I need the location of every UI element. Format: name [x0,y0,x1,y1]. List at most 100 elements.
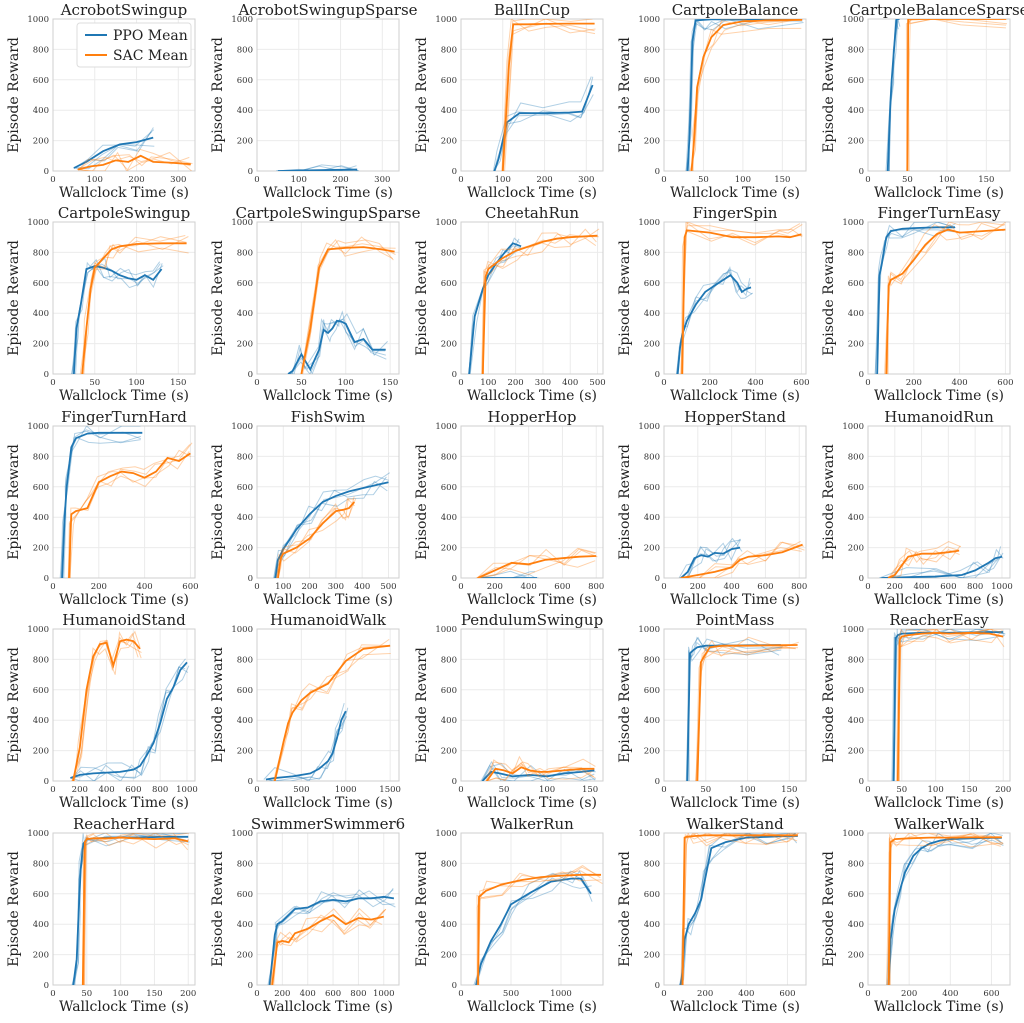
y-tick-label: 200 [33,544,49,554]
plot-area [474,866,603,985]
y-tick-label: 800 [237,859,253,869]
plot-frame [664,19,806,171]
ppo-mean-line [894,632,1004,781]
x-tick-label: 1000 [991,582,1013,592]
x-tick-label: 800 [791,582,807,592]
x-axis-label: Wallclock Time (s) [670,592,800,608]
x-tick-label: 200 [72,785,88,795]
x-tick-label: 500 [589,378,605,388]
x-axis-label: Wallclock Time (s) [263,388,393,404]
y-tick-label: 0 [655,981,660,991]
y-tick-label: 1000 [638,625,660,635]
y-tick-label: 600 [33,483,49,493]
plot-area [880,542,1004,578]
sac-run-line [683,833,797,985]
y-tick-label: 200 [33,951,49,961]
plot-area [887,833,1004,985]
y-axis-label: Episode Reward [414,647,430,763]
x-tick-label: 300 [170,175,186,185]
x-tick-label: 400 [942,989,958,999]
panel-title: FishSwim [291,408,366,426]
sac-run-line [899,629,1004,781]
sac-mean-line [692,20,803,171]
x-tick-label: 1000 [373,989,395,999]
y-tick-label: 600 [237,76,253,86]
sac-run-line [890,833,1001,985]
x-axis-label: Wallclock Time (s) [263,795,393,811]
y-axis-label: Episode Reward [210,851,226,967]
panel-title: HumanoidRun [884,408,994,426]
ppo-mean-line [889,838,1002,985]
x-tick-label: 0 [458,989,463,999]
y-tick-label: 400 [237,513,253,523]
y-tick-label: 600 [644,483,660,493]
panel-title: CartpoleSwingupSparse [236,204,421,222]
ppo-mean-line [888,19,900,171]
x-tick-label: 600 [125,785,141,795]
y-axis-label: Episode Reward [210,444,226,560]
sac-run-line [277,499,356,578]
x-tick-label: 800 [588,582,604,592]
sac-run-line [83,237,186,374]
y-tick-label: 1000 [231,829,253,839]
x-tick-label: 50 [81,989,92,999]
y-tick-label: 400 [33,513,49,523]
plot-area [680,833,799,985]
y-tick-label: 800 [441,248,457,258]
x-tick-label: 600 [983,989,999,999]
y-axis-label: Episode Reward [6,851,22,967]
ppo-run-line [75,833,187,985]
sac-run-line [275,654,391,782]
y-tick-label: 800 [644,45,660,55]
sac-mean-line [478,875,601,985]
x-tick-label: 0 [50,785,55,795]
y-tick-label: 0 [452,574,457,584]
x-tick-label: 100 [739,785,755,795]
x-tick-label: 0 [865,785,870,795]
plot-frame [53,426,195,578]
plot-area [60,426,192,578]
y-tick-label: 600 [33,76,49,86]
plot-frame [257,426,399,578]
sac-run-line [482,235,599,374]
ppo-run-line [893,629,1005,781]
y-tick-label: 600 [33,279,49,289]
y-tick-label: 600 [441,483,457,493]
sac-run-line [889,833,1003,985]
sac-mean-line [69,453,190,578]
x-tick-label: 50 [499,785,510,795]
sac-run-line [906,19,1007,171]
y-tick-label: 400 [644,920,660,930]
y-tick-label: 800 [848,452,864,462]
x-tick-label: 500 [293,785,309,795]
ppo-mean-line [62,433,142,578]
sac-run-line [275,639,389,781]
y-tick-label: 200 [33,137,49,147]
x-tick-label: 100 [338,378,354,388]
y-tick-label: 800 [33,859,49,869]
sac-run-line [897,629,1002,781]
x-tick-label: 1000 [176,785,198,795]
y-tick-label: 400 [644,513,660,523]
x-tick-label: 400 [562,378,578,388]
y-tick-label: 1000 [27,829,49,839]
y-tick-label: 800 [237,248,253,258]
y-tick-label: 800 [33,45,49,55]
y-tick-label: 200 [441,951,457,961]
ppo-run-line [894,629,1005,781]
y-axis-label: Episode Reward [617,37,633,153]
y-tick-label: 200 [644,340,660,350]
y-tick-label: 400 [237,920,253,930]
ppo-run-line [889,837,1001,985]
y-tick-label: 1000 [638,829,660,839]
sac-run-line [482,234,596,374]
panel-title: AcrobotSwingupSparse [237,1,417,19]
y-axis-label: Episode Reward [821,647,837,763]
x-tick-label: 0 [865,378,870,388]
x-tick-label: 400 [354,582,370,592]
